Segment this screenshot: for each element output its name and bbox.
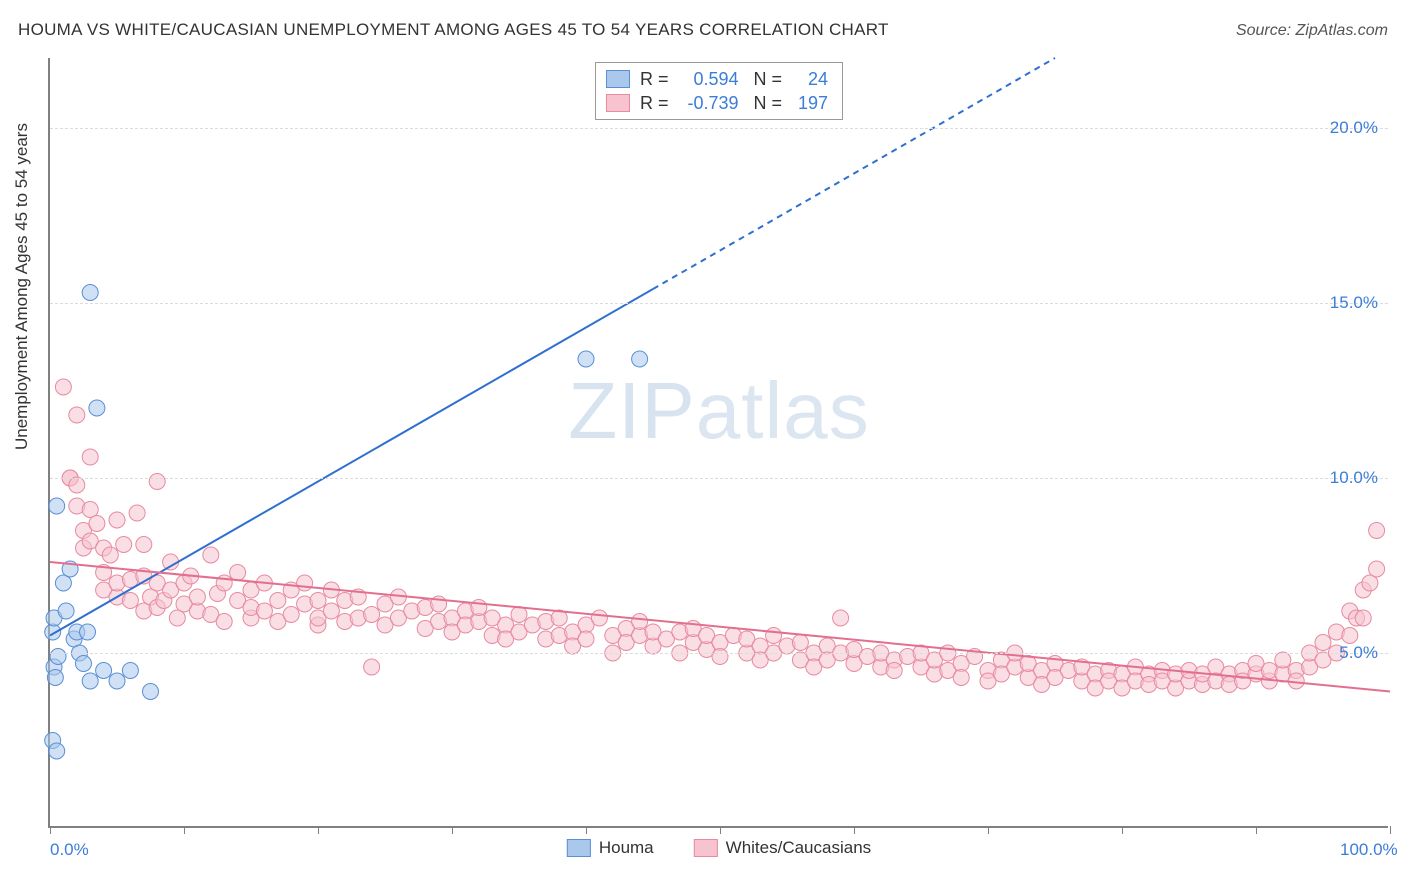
y-axis-label: Unemployment Among Ages 45 to 54 years: [12, 123, 32, 450]
gridline: [50, 478, 1388, 479]
legend-swatch-white: [694, 839, 718, 857]
legend: Houma Whites/Caucasians: [567, 838, 871, 858]
x-tick: [854, 826, 855, 834]
x-tick: [1122, 826, 1123, 834]
x-tick: [318, 826, 319, 834]
gridline: [50, 303, 1388, 304]
stat-n-label-2: N =: [749, 91, 783, 115]
x-tick-label: 100.0%: [1340, 840, 1398, 860]
plot-area: ZIPatlas R = 0.594 N = 24 R = -0.739 N =…: [48, 58, 1388, 828]
x-tick: [50, 826, 51, 834]
y-tick-label: 15.0%: [1330, 293, 1378, 313]
x-tick: [184, 826, 185, 834]
stat-r-houma: 0.594: [679, 67, 739, 91]
stat-r-white: -0.739: [679, 91, 739, 115]
legend-item-white: Whites/Caucasians: [694, 838, 872, 858]
chart-svg: [50, 58, 1388, 826]
stats-row-white: R = -0.739 N = 197: [606, 91, 828, 115]
x-tick: [452, 826, 453, 834]
legend-label-white: Whites/Caucasians: [726, 838, 872, 858]
y-tick-label: 10.0%: [1330, 468, 1378, 488]
x-tick: [988, 826, 989, 834]
x-tick: [720, 826, 721, 834]
chart-title: HOUMA VS WHITE/CAUCASIAN UNEMPLOYMENT AM…: [18, 20, 889, 40]
x-tick: [586, 826, 587, 834]
y-tick-label: 5.0%: [1339, 643, 1378, 663]
x-tick: [1390, 826, 1391, 834]
stat-n-houma: 24: [792, 67, 828, 91]
legend-item-houma: Houma: [567, 838, 654, 858]
legend-swatch-houma: [567, 839, 591, 857]
stat-n-label: N =: [749, 67, 783, 91]
stats-row-houma: R = 0.594 N = 24: [606, 67, 828, 91]
x-tick-label: 0.0%: [50, 840, 89, 860]
stats-box: R = 0.594 N = 24 R = -0.739 N = 197: [595, 62, 843, 120]
stat-r-label: R =: [640, 67, 669, 91]
swatch-white: [606, 94, 630, 112]
x-tick: [1256, 826, 1257, 834]
source-label: Source: ZipAtlas.com: [1236, 22, 1388, 40]
swatch-houma: [606, 70, 630, 88]
gridline: [50, 128, 1388, 129]
y-tick-label: 20.0%: [1330, 118, 1378, 138]
legend-label-houma: Houma: [599, 838, 654, 858]
stat-r-label-2: R =: [640, 91, 669, 115]
gridline: [50, 653, 1388, 654]
stat-n-white: 197: [792, 91, 828, 115]
